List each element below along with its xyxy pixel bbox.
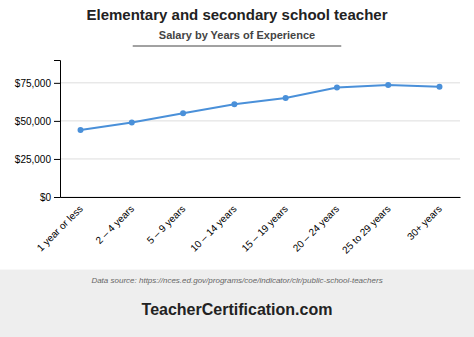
- y-axis: $0 $25,000 $50,000 $75,000: [15, 61, 61, 203]
- y-tick-mark: [54, 197, 60, 198]
- point: [334, 84, 340, 90]
- point: [283, 95, 289, 101]
- x-tick-label: 1 year or less: [35, 203, 85, 253]
- y-tick-label: $0: [40, 192, 52, 203]
- y-tick: $25,000: [15, 154, 60, 165]
- y-tick-mark: [54, 159, 60, 160]
- chart: Elementary and secondary school teacher S…: [0, 0, 474, 337]
- grid: [60, 83, 460, 197]
- title: Elementary and secondary school teacher: [87, 6, 388, 23]
- grid-line: [60, 158, 460, 159]
- x-tick: 30+ years: [405, 203, 444, 242]
- x-tick-label: 5 – 9 years: [145, 203, 188, 246]
- point: [436, 84, 442, 90]
- y-axis-line: [54, 61, 61, 198]
- x-tick: 25 to 29 years: [340, 203, 393, 256]
- y-tick: $0: [40, 192, 60, 203]
- x-axis: 1 year or less2 – 4 years5 – 9 years10 –…: [35, 198, 461, 256]
- y-tick: $75,000: [15, 78, 60, 89]
- footer-brand: TeacherCertification.com: [142, 301, 333, 318]
- subtitle-underline: [133, 46, 342, 47]
- x-tick-label: 2 – 4 years: [93, 203, 136, 246]
- line: [81, 85, 440, 130]
- x-tick-label: 20 – 24 years: [291, 203, 342, 254]
- grid-line: [60, 197, 460, 198]
- footer-brand-part: Certification.com: [202, 301, 333, 318]
- y-tick-label: $75,000: [15, 78, 52, 89]
- x-tick: 2 – 4 years: [93, 203, 136, 246]
- grid-line: [60, 120, 460, 121]
- x-tick: 1 year or less: [35, 203, 85, 253]
- x-tick: 10 – 14 years: [188, 203, 239, 254]
- y-tick-label: $25,000: [15, 154, 52, 165]
- x-tick-label: 25 to 29 years: [340, 203, 393, 256]
- point: [78, 127, 84, 133]
- grid-line: [60, 82, 460, 83]
- footer-brand-part: Teacher: [142, 301, 202, 318]
- x-tick-label: 30+ years: [405, 203, 444, 242]
- plot-area: [78, 82, 443, 133]
- y-tick-label: $50,000: [15, 116, 52, 127]
- x-tick-label: 10 – 14 years: [188, 203, 239, 254]
- subtitle: Salary by Years of Experience: [159, 29, 315, 41]
- x-tick: 5 – 9 years: [145, 203, 188, 246]
- x-tick: 15 – 19 years: [239, 203, 290, 254]
- point: [231, 101, 237, 107]
- point: [180, 110, 186, 116]
- x-tick-label: 15 – 19 years: [239, 203, 290, 254]
- point: [129, 119, 135, 125]
- y-tick-mark: [54, 121, 60, 122]
- x-tick: 20 – 24 years: [291, 203, 342, 254]
- y-tick-mark: [54, 83, 60, 84]
- data-source: Data source: https://nces.ed.gov/program…: [91, 276, 382, 285]
- footer-background: [0, 270, 474, 337]
- point: [385, 82, 391, 88]
- y-tick: $50,000: [15, 116, 60, 127]
- x-axis-line: [61, 197, 461, 198]
